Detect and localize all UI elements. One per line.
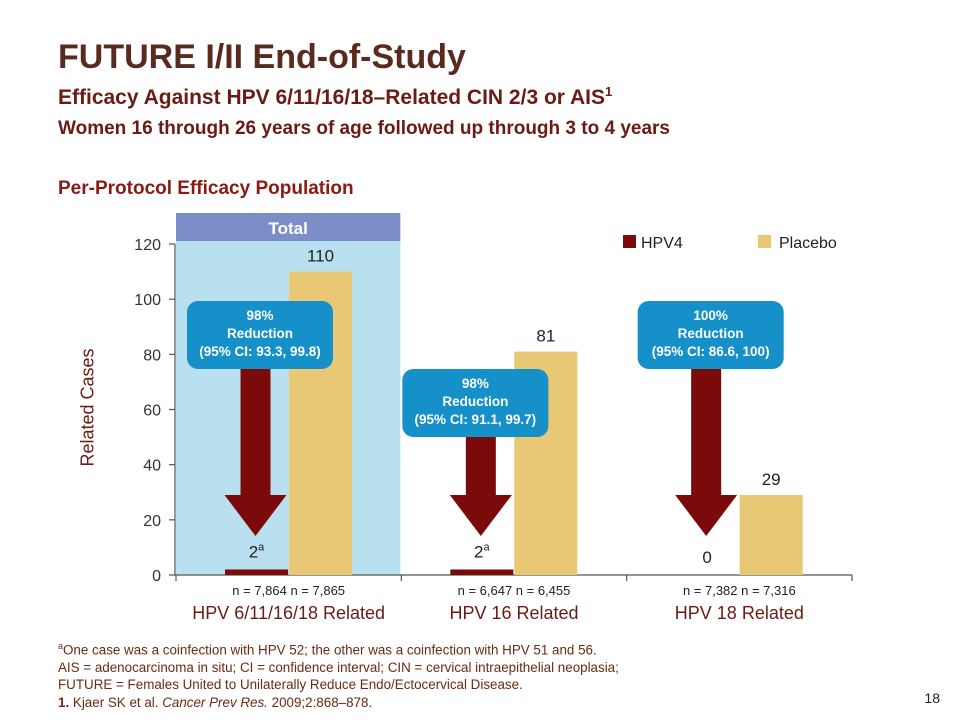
footnote-reference: 1. Kjaer SK et al. Cancer Prev Res. 2009… <box>58 694 619 712</box>
reduction-callout-text: Reduction <box>678 326 744 341</box>
n-label: n = 6,647 n = 6,455 <box>458 583 571 598</box>
reduction-arrow-head <box>224 495 287 536</box>
category-label: HPV 18 Related <box>675 603 804 623</box>
y-tick-label: 20 <box>143 513 161 530</box>
slide-subtitle-population: Women 16 through 26 years of age followe… <box>58 118 670 139</box>
y-axis-label: Related Cases <box>77 348 98 467</box>
hpv4-bar <box>225 569 288 575</box>
reduction-callout-text: (95% CI: 86.6, 100) <box>652 344 770 359</box>
footnote-coinfection-text: One case was a coinfection with HPV 52; … <box>63 642 597 658</box>
y-tick-label: 80 <box>143 347 161 364</box>
reduction-arrow-head <box>675 495 738 536</box>
footnotes: aOne case was a coinfection with HPV 52;… <box>58 638 619 711</box>
y-tick-label: 0 <box>152 568 161 585</box>
y-tick-label: 100 <box>134 292 161 309</box>
category-label: HPV 16 Related <box>449 603 578 623</box>
hpv4-value-label: 2a <box>249 541 265 561</box>
n-label: n = 7,382 n = 7,316 <box>683 583 796 598</box>
reference-details: 2009;2:868–878. <box>267 694 373 710</box>
subtitle-ref: 1 <box>605 84 613 99</box>
reduction-callout-box <box>402 369 549 437</box>
category-label: HPV 6/11/16/18 Related <box>192 603 385 623</box>
total-panel <box>176 240 401 575</box>
legend-placebo-label: Placebo <box>779 235 837 252</box>
reduction-callout-box <box>637 301 784 369</box>
hpv4-value-label: 2a <box>474 541 490 561</box>
y-tick-label: 120 <box>134 237 161 254</box>
hpv4-bar <box>450 569 514 575</box>
subtitle-text: Efficacy Against HPV 6/11/16/18–Related … <box>58 86 606 109</box>
reference-journal: Cancer Prev Res. <box>162 694 268 710</box>
reduction-callout-box <box>187 301 333 369</box>
slide-subtitle: Efficacy Against HPV 6/11/16/18–Related … <box>58 84 612 110</box>
slide-title: FUTURE I/II End-of-Study <box>58 38 466 76</box>
footnote-abbreviations-2: FUTURE = Females United to Unilaterally … <box>58 677 523 693</box>
footnote-coinfection: aOne case was a coinfection with HPV 52;… <box>58 638 619 659</box>
placebo-value-label: 29 <box>762 470 781 489</box>
reduction-arrow-head <box>449 495 512 536</box>
reduction-callout-text: Reduction <box>227 326 293 341</box>
reduction-callout-text: (95% CI: 93.3, 99.8) <box>199 344 321 359</box>
legend-hpv4-label: HPV4 <box>641 235 683 252</box>
reduction-callout-text: 100% <box>693 308 728 323</box>
placebo-value-label: 110 <box>307 247 334 266</box>
reduction-arrow-shaft <box>465 435 496 495</box>
y-tick-label: 60 <box>143 403 161 420</box>
placebo-value-label: 81 <box>536 327 555 346</box>
reduction-arrow-shaft <box>240 367 271 495</box>
reduction-callout-text: Reduction <box>442 394 508 409</box>
total-panel-label: Total <box>268 219 307 238</box>
placebo-bar <box>739 495 803 575</box>
population-heading: Per-Protocol Efficacy Population <box>58 178 354 199</box>
legend-placebo-swatch <box>758 235 771 248</box>
reduction-callout-text: (95% CI: 91.1, 99.7) <box>415 412 537 427</box>
reduction-arrow-shaft <box>691 367 722 495</box>
page-number: 18 <box>924 690 940 706</box>
reference-number: 1. <box>58 694 70 710</box>
total-panel-header <box>176 213 401 241</box>
reduction-callout-text: 98% <box>462 376 489 391</box>
y-tick-label: 40 <box>143 458 161 475</box>
reference-authors: Kjaer SK et al. <box>69 694 163 710</box>
n-label: n = 7,864 n = 7,865 <box>232 583 345 598</box>
hpv4-value-label: 0 <box>702 548 711 567</box>
legend-hpv4-swatch <box>623 235 636 248</box>
footnote-abbreviations-1: AIS = adenocarcinoma in situ; CI = confi… <box>58 659 619 675</box>
footnote-marker: a <box>58 641 64 651</box>
reduction-callout-text: 98% <box>246 308 273 323</box>
